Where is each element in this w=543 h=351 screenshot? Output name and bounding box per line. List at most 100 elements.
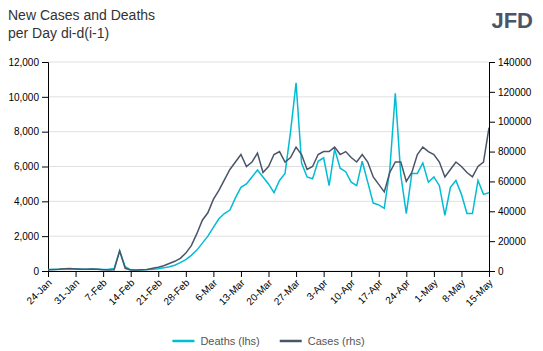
- x-tick: 8-May: [440, 271, 467, 304]
- legend-swatch: [280, 340, 302, 343]
- x-tick-label: 3-Apr: [304, 277, 330, 303]
- y2-tick: 40000: [489, 206, 526, 217]
- y-tick-label: 0: [33, 266, 39, 277]
- x-tick-label: 10-Apr: [328, 277, 357, 306]
- x-tick-label: 24-Apr: [383, 277, 412, 306]
- x-tick-mark: [76, 271, 77, 277]
- y-tick: 6,000: [14, 161, 48, 172]
- y2-tick: 60000: [489, 176, 526, 187]
- y2-tick: 100000: [489, 116, 532, 127]
- x-tick: 27-Mar: [272, 271, 303, 307]
- y-axis-line: [42, 63, 49, 272]
- grid-line: [48, 201, 489, 202]
- x-tick-mark: [379, 271, 380, 277]
- subtitle: per Day di-d(i-1): [8, 25, 109, 41]
- annotation: JFD: [491, 8, 533, 33]
- x-tick-mark: [186, 271, 187, 277]
- y2-tick-label: 140000: [498, 57, 532, 68]
- x-tick-label: 1-May: [412, 277, 439, 304]
- grid-line: [48, 236, 489, 237]
- x-tick-mark: [241, 271, 242, 277]
- x-tick-mark: [406, 271, 407, 277]
- x-tick-mark: [158, 271, 159, 277]
- x-tick: 13-Mar: [217, 271, 248, 307]
- y2-tick-label: 120000: [498, 87, 532, 98]
- x-tick-label: 21-Feb: [134, 277, 164, 307]
- y2-tick: 120000: [489, 87, 532, 98]
- legend-label: Cases (rhs): [308, 335, 365, 347]
- y2-tick-label: 60000: [498, 176, 526, 187]
- y-tick-mark: [42, 97, 48, 98]
- y2-tick: 80000: [489, 146, 526, 157]
- y-tick-mark: [42, 62, 48, 63]
- plot: 24-Jan31-Jan7-Feb14-Feb21-Feb28-Feb6-Mar…: [8, 57, 531, 309]
- y-tick-mark: [42, 236, 48, 237]
- y2-tick: 140000: [489, 57, 532, 68]
- x-tick-label: 24-Jan: [24, 277, 53, 306]
- x-tick-mark: [351, 271, 352, 277]
- x-tick-mark: [131, 271, 132, 277]
- y-tick-mark: [42, 201, 48, 202]
- x-tick-label: 15-May: [463, 277, 494, 308]
- x-tick-label: 20-Mar: [244, 277, 275, 308]
- y-tick-mark: [42, 271, 48, 272]
- legend-swatch: [172, 340, 194, 343]
- y2-axis: 0 20000 40000 60000 80000 100000 120000 140000: [489, 57, 532, 277]
- legend-item: Cases (rhs): [280, 335, 365, 347]
- y-tick-mark: [42, 167, 48, 168]
- y2-tick-label: 0: [498, 266, 504, 277]
- x-tick-mark: [213, 271, 214, 277]
- y2-tick-mark: [489, 152, 495, 153]
- y-tick: 4,000: [14, 196, 48, 207]
- y-tick-label: 12,000: [8, 57, 39, 68]
- y-tick: 10,000: [8, 92, 48, 103]
- legend-item: Deaths (lhs): [172, 335, 259, 347]
- x-tick: 17-Apr: [356, 271, 385, 306]
- series-line: [48, 128, 489, 270]
- y-tick-label: 4,000: [14, 196, 39, 207]
- y2-tick-label: 40000: [498, 206, 526, 217]
- series-line: [48, 83, 489, 270]
- x-tick-mark: [103, 271, 104, 277]
- x-tick: 3-Apr: [304, 271, 330, 302]
- y-tick-mark: [42, 132, 48, 133]
- x-tick: 7-Feb: [83, 271, 110, 303]
- x-tick: 14-Feb: [106, 271, 136, 307]
- y2-tick: 0: [489, 266, 504, 277]
- y2-tick: 20000: [489, 236, 526, 247]
- x-tick-mark: [324, 271, 325, 277]
- grid-line: [48, 62, 489, 63]
- x-tick-mark: [296, 271, 297, 277]
- y-axis: 0 2,000 4,000 6,000 8,000 10,000 12,000: [8, 57, 48, 277]
- y2-axis-line: [490, 63, 496, 272]
- y2-tick-mark: [489, 181, 495, 182]
- grid-line: [48, 131, 489, 132]
- x-tick-label: 31-Jan: [52, 277, 81, 306]
- x-tick: 28-Feb: [161, 271, 191, 307]
- y-tick-label: 10,000: [8, 92, 39, 103]
- x-tick-label: 17-Apr: [356, 277, 385, 306]
- y2-tick-label: 100000: [498, 116, 532, 127]
- x-tick-label: 14-Feb: [106, 277, 136, 307]
- lines: [48, 83, 489, 270]
- x-axis-line: [49, 272, 490, 278]
- chart-svg: New Cases and Deathsper Day di-d(i-1)JFD…: [0, 0, 543, 351]
- x-tick-label: 13-Mar: [217, 277, 248, 308]
- y2-tick-label: 80000: [498, 146, 526, 157]
- y-tick: 2,000: [14, 231, 48, 242]
- x-tick-mark: [434, 271, 435, 277]
- y-tick-label: 8,000: [14, 126, 39, 137]
- y-tick: 8,000: [14, 126, 48, 137]
- y-tick-label: 2,000: [14, 231, 39, 242]
- legend-label: Deaths (lhs): [200, 335, 259, 347]
- y-tick: 0: [33, 266, 48, 277]
- y2-tick-mark: [489, 122, 495, 123]
- x-axis: 24-Jan31-Jan7-Feb14-Feb21-Feb28-Feb6-Mar…: [24, 271, 494, 308]
- x-tick: 24-Jan: [24, 271, 53, 306]
- x-tick: 21-Feb: [134, 271, 164, 307]
- chart-container: New Cases and Deathsper Day di-d(i-1)JFD…: [0, 0, 543, 351]
- legend: Deaths (lhs) Cases (rhs): [172, 335, 364, 347]
- x-tick-label: 28-Feb: [161, 277, 191, 307]
- y2-tick-mark: [489, 241, 495, 242]
- x-tick-mark: [269, 271, 270, 277]
